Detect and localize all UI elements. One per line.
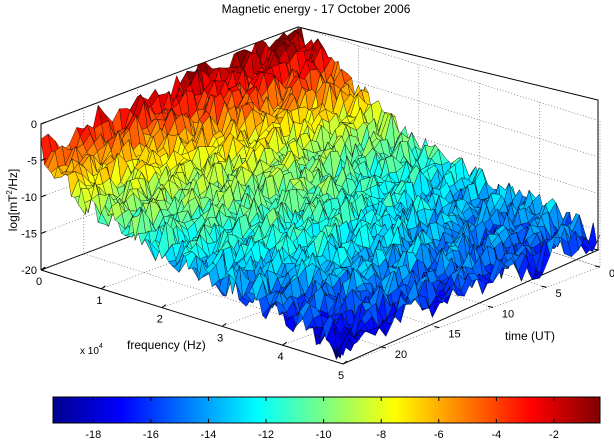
colorbar-tick-label: -14 (201, 429, 217, 441)
chart-title: Magnetic energy - 17 October 2006 (222, 2, 411, 16)
x-tick-mark (221, 322, 227, 327)
x-tick-mark (342, 360, 348, 365)
colorbar-tick-label: -6 (434, 429, 444, 441)
colorbar-tick-label: -8 (376, 429, 386, 441)
x-multiplier-exponent: 4 (99, 343, 103, 350)
x-tick-label: 2 (157, 314, 163, 326)
x-axis-label: frequency (Hz) (127, 338, 206, 352)
y-tick-label: 10 (502, 308, 514, 320)
x-tick-mark (282, 341, 287, 346)
x-tick-label: 0 (36, 276, 42, 288)
z-tick-mark (40, 231, 47, 234)
x-grid-line (222, 83, 480, 327)
z-axis: -20 -15 -10 -5 0 (21, 119, 47, 277)
y-tick-label: 15 (448, 329, 460, 341)
colorbar-tick-label: -10 (316, 429, 332, 441)
x-grid-line (282, 102, 540, 346)
surface-patch (339, 333, 351, 357)
y-tick-mark (434, 326, 440, 329)
y-tick-label: 20 (395, 349, 407, 361)
z-tick-label: -15 (21, 229, 37, 241)
x-tick-label: 1 (96, 295, 102, 307)
z-tick-label: -20 (21, 265, 37, 277)
colorbar-tick-label: -2 (549, 429, 559, 441)
z-tick-label: -5 (27, 156, 37, 168)
colorbar-tick-label: -16 (143, 429, 159, 441)
colorbar-tick-label: -4 (491, 429, 501, 441)
y-tick-mark (380, 346, 386, 349)
x-tick-label: 5 (338, 370, 344, 382)
z-axis-label: log[mT2/Hz] (5, 169, 20, 231)
x-tick-label: 4 (278, 351, 284, 363)
x-tick-mark (101, 285, 106, 290)
y-tick-label: 0 (609, 268, 614, 280)
colorbar-tick-label: -18 (85, 429, 101, 441)
z-axis-label-unit: /Hz] (6, 169, 20, 190)
colorbar-tick-label: -12 (258, 429, 274, 441)
right-wall-outline (297, 26, 599, 250)
x-grid-line (161, 64, 420, 308)
x-multiplier-base: x 10 (80, 346, 99, 357)
colorbar-axis: -18 -16 -14 -12 -10 -8 -6 -4 -2 (85, 397, 559, 441)
z-tick-label: -10 (21, 192, 37, 204)
surface-plot (40, 27, 601, 360)
x-axis: 0 1 2 3 4 5 (36, 266, 348, 382)
x-tick-mark (161, 304, 167, 309)
z-tick-label: 0 (31, 119, 37, 131)
colorbar (52, 396, 601, 424)
z-axis-label-exponent: 2 (5, 190, 14, 195)
z-axis-label-main: log[mT (6, 194, 20, 231)
x-tick-mark (40, 266, 46, 271)
y-axis-label: time (UT) (505, 329, 555, 343)
x-grid-line (342, 121, 601, 365)
y-tick-mark (594, 265, 601, 268)
z-tick-mark (40, 194, 47, 198)
y-tick-mark (487, 305, 494, 308)
z-tick-mark (40, 158, 47, 161)
y-axis: 0 5 10 15 20 (380, 265, 614, 361)
z-tick-mark (40, 121, 47, 125)
x-axis-multiplier: x 104 (80, 343, 103, 357)
y-tick-mark (541, 285, 547, 288)
x-tick-label: 3 (217, 332, 223, 344)
y-tick-label: 5 (555, 288, 561, 300)
